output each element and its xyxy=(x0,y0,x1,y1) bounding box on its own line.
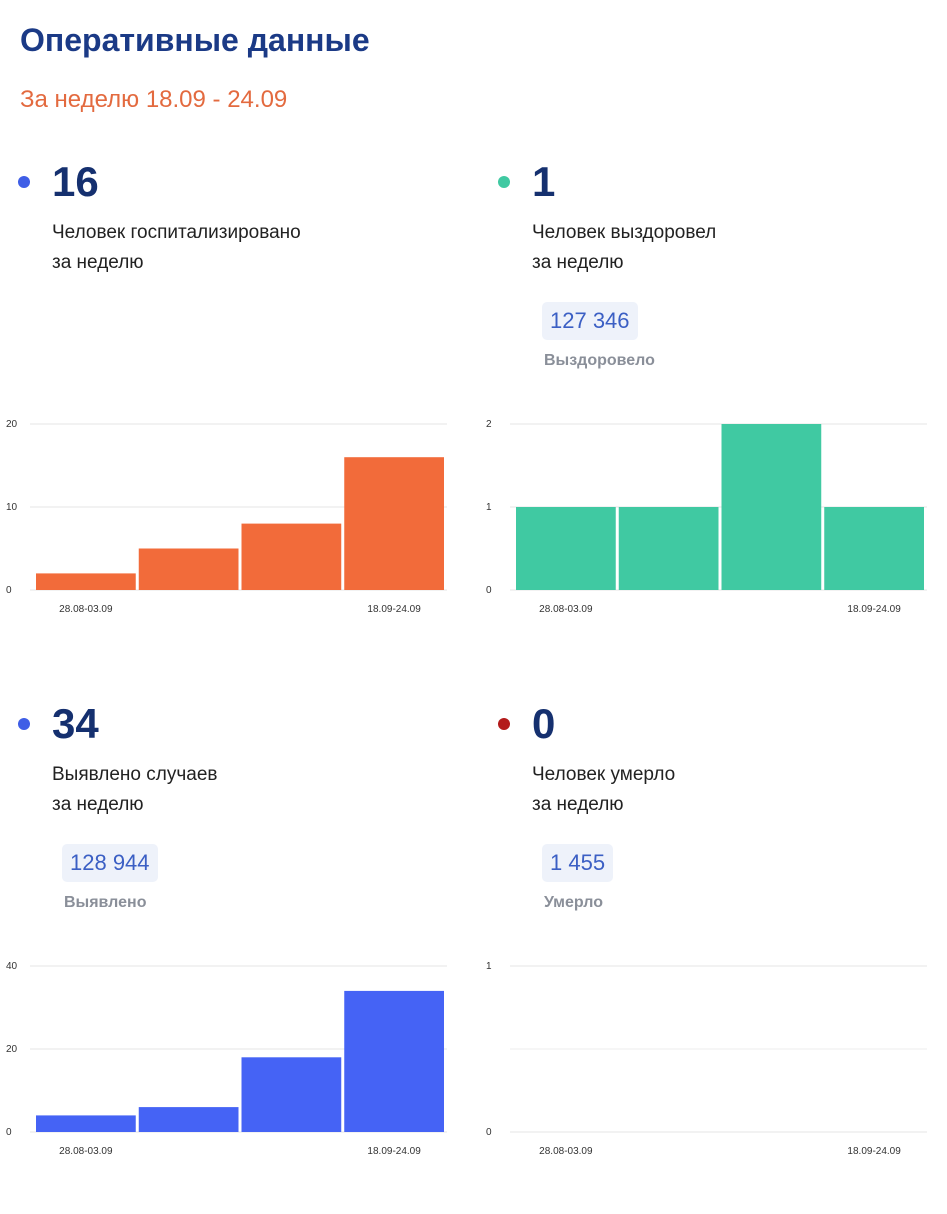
deaths-description: Человек умерло за неделю xyxy=(532,760,675,820)
x-tick-label: 28.08-03.09 xyxy=(539,1146,593,1157)
x-tick-label: 18.09-24.09 xyxy=(847,604,901,615)
bar xyxy=(138,548,239,590)
status-dot xyxy=(18,718,30,730)
bar xyxy=(138,1107,239,1132)
x-tick-label: 28.08-03.09 xyxy=(539,604,593,615)
detected-total-badge: 128 944 xyxy=(62,844,158,882)
desc-line-1: Выявлено случаев xyxy=(52,764,218,785)
bar-chart-svg: 0 20 40 28.08-03.09 18.09-24.09 xyxy=(6,961,447,1157)
desc-line-2: за неделю xyxy=(532,252,624,273)
y-tick-label: 10 xyxy=(6,502,18,513)
bar xyxy=(36,573,136,590)
bar xyxy=(721,424,822,590)
bar xyxy=(344,457,444,590)
hospitalized-description: Человек госпитализировано за неделю xyxy=(52,218,301,278)
x-tick-label: 18.09-24.09 xyxy=(367,1146,421,1157)
recovered-total-badge: 127 346 xyxy=(542,302,638,340)
desc-line-1: Человек умерло xyxy=(532,764,676,785)
y-tick-label: 0 xyxy=(6,585,12,596)
hospitalized-chart: 0 10 20 28.08-03.09 18.09-24.09 xyxy=(0,402,460,632)
status-dot xyxy=(498,718,510,730)
x-tick-label: 18.09-24.09 xyxy=(367,604,421,615)
page-title: Оперативные данные xyxy=(20,22,370,58)
status-dot xyxy=(18,176,30,188)
deaths-count: 0 xyxy=(532,700,556,747)
y-tick-label: 1 xyxy=(486,961,492,972)
y-tick-label: 2 xyxy=(486,419,492,430)
detected-description: Выявлено случаев за неделю xyxy=(52,760,217,820)
bar-chart-svg: 0 1 2 28.08-03.09 18.09-24.09 xyxy=(486,419,927,615)
detected-panel: 34 Выявлено случаев за неделю 128 944 Вы… xyxy=(0,694,470,1214)
period-subtitle: За неделю 18.09 - 24.09 xyxy=(20,86,288,113)
deaths-chart: 0 1 28.08-03.09 18.09-24.09 xyxy=(480,944,940,1174)
bar xyxy=(618,507,719,590)
deaths-total-badge: 1 455 xyxy=(542,844,614,882)
detected-count: 34 xyxy=(52,700,99,747)
deaths-panel: 0 Человек умерло за неделю 1 455 Умерло … xyxy=(480,694,947,1214)
y-tick-label: 40 xyxy=(6,961,18,972)
recovered-panel: 1 Человек выздоровел за неделю 127 346 В… xyxy=(480,152,947,672)
y-tick-label: 20 xyxy=(6,419,18,430)
recovered-chart: 0 1 2 28.08-03.09 18.09-24.09 xyxy=(480,402,940,632)
x-tick-label: 28.08-03.09 xyxy=(59,1146,113,1157)
y-tick-label: 20 xyxy=(6,1044,18,1055)
bar-chart-svg: 0 10 20 28.08-03.09 18.09-24.09 xyxy=(6,419,447,615)
bar xyxy=(344,990,444,1132)
y-tick-label: 1 xyxy=(486,502,492,513)
desc-line-2: за неделю xyxy=(52,252,144,273)
hospitalized-count: 16 xyxy=(52,158,99,205)
bar xyxy=(36,1115,136,1132)
detected-chart: 0 20 40 28.08-03.09 18.09-24.09 xyxy=(0,944,460,1174)
status-dot xyxy=(498,176,510,188)
desc-line-2: за неделю xyxy=(532,794,624,815)
bar-chart-svg: 0 1 28.08-03.09 18.09-24.09 xyxy=(486,961,927,1157)
detected-total-label: Выявлено xyxy=(64,894,147,911)
bar xyxy=(824,507,924,590)
bar xyxy=(516,507,616,590)
hospitalized-panel: 16 Человек госпитализировано за неделю 0… xyxy=(0,152,470,672)
desc-line-2: за неделю xyxy=(52,794,144,815)
deaths-total-label: Умерло xyxy=(544,894,603,911)
y-tick-label: 0 xyxy=(486,1127,492,1138)
x-tick-label: 28.08-03.09 xyxy=(59,604,113,615)
desc-line-1: Человек госпитализировано xyxy=(52,222,301,243)
y-tick-label: 0 xyxy=(486,585,492,596)
recovered-description: Человек выздоровел за неделю xyxy=(532,218,716,278)
desc-line-1: Человек выздоровел xyxy=(532,222,717,243)
bar xyxy=(241,1057,342,1132)
recovered-count: 1 xyxy=(532,158,556,205)
x-tick-label: 18.09-24.09 xyxy=(847,1146,901,1157)
y-tick-label: 0 xyxy=(6,1127,12,1138)
bar xyxy=(241,523,342,590)
recovered-total-label: Выздоровело xyxy=(544,352,655,369)
